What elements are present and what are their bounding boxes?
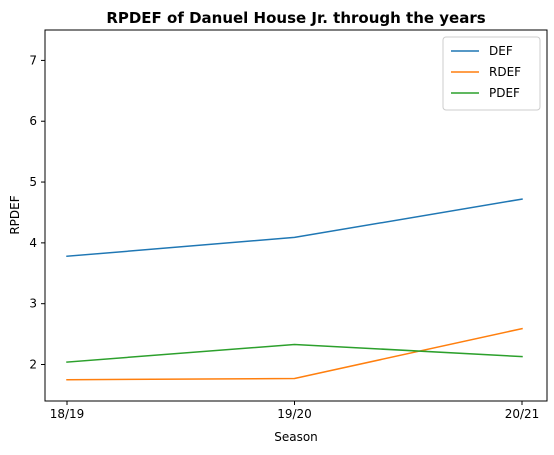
- x-axis-ticks: 18/19 19/20 20/21: [50, 401, 540, 421]
- x-axis-label: Season: [274, 430, 318, 444]
- legend-label-rdef: RDEF: [489, 65, 521, 79]
- chart-title: RPDEF of Danuel House Jr. through the ye…: [106, 9, 485, 27]
- legend: DEF RDEF PDEF: [443, 37, 540, 110]
- y-tick-label: 6: [29, 114, 37, 128]
- x-tick-label: 20/21: [505, 407, 540, 421]
- y-tick-label: 2: [29, 358, 37, 372]
- legend-label-def: DEF: [489, 44, 513, 58]
- y-tick-label: 4: [29, 236, 37, 250]
- x-tick-label: 19/20: [277, 407, 312, 421]
- y-tick-label: 7: [29, 53, 37, 67]
- y-tick-label: 3: [29, 297, 37, 311]
- y-axis-ticks: 2 3 4 5 6 7: [29, 53, 45, 371]
- y-axis-label: RPDEF: [8, 195, 22, 234]
- x-tick-label: 18/19: [50, 407, 85, 421]
- legend-label-pdef: PDEF: [489, 86, 520, 100]
- y-tick-label: 5: [29, 175, 37, 189]
